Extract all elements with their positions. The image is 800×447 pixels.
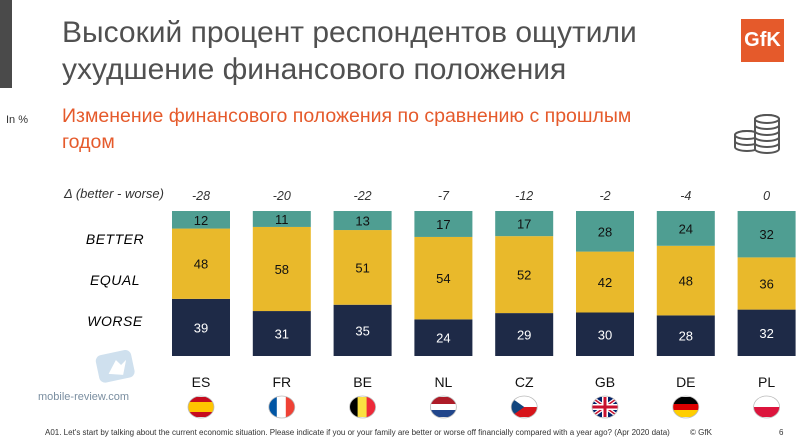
bar-segment-equal-gb xyxy=(576,251,634,313)
category-label: ES xyxy=(192,374,211,390)
flag-border xyxy=(268,395,296,419)
watermark-logo xyxy=(95,350,135,383)
flag-be-icon xyxy=(349,397,376,417)
bar-segment-better-nl xyxy=(414,211,473,237)
bar-segment-worse-be xyxy=(333,304,392,356)
bar-segment-equal-es xyxy=(172,228,230,299)
bar-segment-better-es xyxy=(172,211,230,229)
bar-segment-worse-pl xyxy=(737,309,796,356)
equal-row-label: EQUAL xyxy=(90,272,140,288)
page-title: Высокий процент респондентов ощутили уху… xyxy=(62,16,637,86)
flag-border xyxy=(591,395,619,419)
bar-segment-equal-pl xyxy=(737,257,796,310)
coins-icon xyxy=(734,114,780,154)
flag-de-icon xyxy=(672,397,699,417)
delta-value: -22 xyxy=(354,189,372,203)
data-label: 29 xyxy=(517,328,531,343)
delta-value: -7 xyxy=(438,189,450,203)
delta-value: -28 xyxy=(192,189,210,203)
data-label: 24 xyxy=(436,331,450,346)
data-label: 30 xyxy=(598,327,612,342)
delta-value: -12 xyxy=(515,189,533,203)
delta-value: 0 xyxy=(763,189,770,203)
data-label: 39 xyxy=(194,320,208,335)
flag-border xyxy=(187,395,215,419)
flag-border xyxy=(672,395,700,419)
bar-segment-equal-nl xyxy=(414,236,473,320)
better-row-label: BETTER xyxy=(85,231,145,247)
unit-label: In % xyxy=(6,114,29,126)
data-label: 12 xyxy=(194,213,208,228)
data-label: 17 xyxy=(436,217,450,232)
bar-segment-worse-gb xyxy=(576,312,634,356)
gfk-logo: GfK xyxy=(741,19,784,62)
category-label: CZ xyxy=(515,374,534,390)
flag-border xyxy=(753,395,780,419)
bar-segment-better-be xyxy=(333,211,392,231)
flag-border xyxy=(510,395,538,419)
category-label: NL xyxy=(434,374,452,390)
flag-border xyxy=(429,395,457,419)
delta-value: -2 xyxy=(599,189,610,203)
data-label: 28 xyxy=(679,329,693,344)
copyright: © GfK xyxy=(690,428,712,437)
flag-es-icon xyxy=(188,397,214,417)
bar-segment-equal-fr xyxy=(252,226,311,312)
data-label: 36 xyxy=(759,277,773,292)
accent-bar xyxy=(0,0,12,88)
flag-fr-icon xyxy=(268,397,295,417)
data-label: 51 xyxy=(355,260,369,275)
bar-segment-worse-nl xyxy=(414,319,473,356)
bar-segment-worse-de xyxy=(656,315,715,356)
delta-value: -4 xyxy=(680,189,691,203)
category-label: DE xyxy=(676,374,695,390)
data-label: 31 xyxy=(275,327,289,342)
data-label: 17 xyxy=(517,217,531,232)
bar-segment-better-pl xyxy=(737,211,796,258)
bar-segment-worse-es xyxy=(172,298,230,356)
flag-cz-icon xyxy=(511,397,538,417)
flag-pl-icon xyxy=(753,397,780,417)
category-label: GB xyxy=(595,374,615,390)
watermark-text: mobile-review.com xyxy=(38,391,130,403)
data-label: 24 xyxy=(679,221,693,236)
bar-segment-better-fr xyxy=(252,211,311,227)
bar-segment-equal-de xyxy=(656,245,715,316)
data-label: 32 xyxy=(759,227,773,242)
data-label: 54 xyxy=(436,271,450,286)
flag-gb-icon xyxy=(592,396,618,418)
data-label: 52 xyxy=(517,268,531,283)
data-label: 13 xyxy=(355,214,369,229)
data-label: 42 xyxy=(598,275,612,290)
bar-segment-better-cz xyxy=(495,211,554,237)
category-label: PL xyxy=(758,374,775,390)
data-label: 28 xyxy=(598,224,612,239)
bar-segment-equal-cz xyxy=(495,236,554,314)
data-label: 48 xyxy=(194,257,208,272)
data-label: 11 xyxy=(275,212,289,227)
flag-border xyxy=(349,395,377,419)
worse-row-label: WORSE xyxy=(87,313,143,329)
delta-value: -20 xyxy=(273,189,291,203)
bar-segment-better-de xyxy=(656,211,715,246)
data-label: 35 xyxy=(355,323,369,338)
delta-label: Δ (better - worse) xyxy=(64,186,164,201)
flag-nl-icon xyxy=(430,397,457,417)
bar-segment-equal-be xyxy=(333,230,392,305)
data-label: 48 xyxy=(679,274,693,289)
category-label: FR xyxy=(272,374,291,390)
footnote: A01. Let's start by talking about the cu… xyxy=(45,428,670,437)
bar-segment-worse-fr xyxy=(252,311,311,356)
bar-segment-better-gb xyxy=(576,211,634,252)
category-label: BE xyxy=(353,374,372,390)
data-label: 58 xyxy=(275,262,289,277)
page-number: 6 xyxy=(779,428,784,437)
data-label: 32 xyxy=(759,326,773,341)
chart-subtitle: Изменение финансового положения по сравн… xyxy=(62,105,632,153)
bar-segment-worse-cz xyxy=(495,313,554,356)
